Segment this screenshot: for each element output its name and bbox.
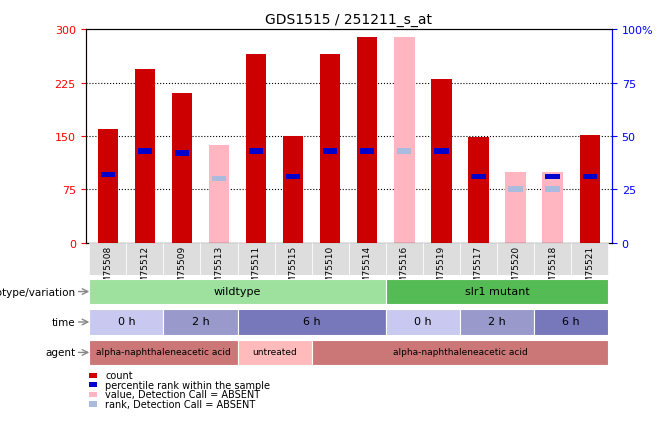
Bar	[471, 174, 486, 180]
Bar	[423, 243, 460, 276]
Bar	[89, 243, 126, 276]
Bar	[249, 149, 263, 155]
Text: GSM75519: GSM75519	[437, 246, 446, 295]
Text: percentile rank within the sample: percentile rank within the sample	[105, 380, 270, 390]
Bar	[238, 243, 274, 276]
Text: slr1 mutant: slr1 mutant	[465, 286, 530, 296]
Bar	[431, 80, 451, 243]
Text: GSM75512: GSM75512	[140, 246, 149, 295]
Bar	[212, 176, 226, 182]
Text: alpha-naphthaleneacetic acid: alpha-naphthaleneacetic acid	[393, 348, 527, 357]
Bar	[101, 172, 115, 178]
Text: value, Detection Call = ABSENT: value, Detection Call = ABSENT	[105, 390, 261, 399]
Bar	[97, 130, 118, 243]
Bar	[201, 243, 238, 276]
Bar	[172, 94, 192, 243]
Text: 6 h: 6 h	[563, 317, 580, 327]
Text: GSM75510: GSM75510	[326, 246, 335, 295]
Text: GSM75513: GSM75513	[215, 246, 224, 295]
Text: 2 h: 2 h	[191, 317, 209, 327]
Bar	[349, 243, 386, 276]
Text: agent: agent	[45, 348, 76, 358]
Bar	[394, 37, 415, 243]
Bar	[582, 174, 597, 180]
Bar	[534, 309, 608, 335]
Bar	[274, 243, 312, 276]
Bar	[460, 309, 534, 335]
Bar	[505, 172, 526, 243]
Bar	[360, 149, 374, 155]
Text: genotype/variation: genotype/variation	[0, 287, 76, 297]
Text: alpha-naphthaleneacetic acid: alpha-naphthaleneacetic acid	[96, 348, 231, 357]
Bar	[283, 137, 303, 243]
Bar	[386, 243, 423, 276]
Bar	[434, 149, 449, 155]
Bar	[534, 243, 571, 276]
Bar	[135, 69, 155, 243]
Bar	[571, 243, 608, 276]
Bar	[163, 309, 238, 335]
Text: GSM75511: GSM75511	[251, 246, 261, 295]
Bar	[542, 172, 563, 243]
Bar	[209, 145, 229, 243]
Bar	[497, 243, 534, 276]
Text: GSM75514: GSM75514	[363, 246, 372, 295]
Bar	[545, 187, 560, 193]
Text: 6 h: 6 h	[303, 317, 320, 327]
Bar	[312, 243, 349, 276]
Text: GSM75516: GSM75516	[400, 246, 409, 295]
Bar	[126, 243, 163, 276]
Text: untreated: untreated	[252, 348, 297, 357]
Text: rank, Detection Call = ABSENT: rank, Detection Call = ABSENT	[105, 399, 255, 409]
Bar	[163, 243, 201, 276]
Text: GSM75515: GSM75515	[289, 246, 297, 295]
Text: GSM75518: GSM75518	[548, 246, 557, 295]
Text: time: time	[52, 317, 76, 327]
Text: 2 h: 2 h	[488, 317, 506, 327]
Bar	[386, 309, 460, 335]
Text: 0 h: 0 h	[118, 317, 135, 327]
Bar	[545, 174, 560, 180]
Bar	[323, 149, 338, 155]
Text: wildtype: wildtype	[214, 286, 261, 296]
Text: GSM75508: GSM75508	[103, 246, 113, 295]
Bar	[238, 309, 386, 335]
Bar	[138, 149, 152, 155]
Bar	[460, 243, 497, 276]
Bar	[89, 309, 163, 335]
Bar	[386, 279, 608, 305]
Text: count: count	[105, 371, 133, 380]
Bar	[468, 138, 489, 243]
Bar	[89, 340, 238, 365]
Text: 0 h: 0 h	[414, 317, 432, 327]
Bar	[175, 151, 189, 157]
Text: GSM75509: GSM75509	[178, 246, 186, 295]
Text: GSM75517: GSM75517	[474, 246, 483, 295]
Bar	[509, 187, 522, 193]
Bar	[320, 55, 340, 243]
Bar	[238, 340, 312, 365]
Bar	[89, 279, 386, 305]
Text: GSM75520: GSM75520	[511, 246, 520, 295]
Bar	[246, 55, 266, 243]
Title: GDS1515 / 251211_s_at: GDS1515 / 251211_s_at	[265, 13, 432, 26]
Bar	[357, 37, 378, 243]
Bar	[312, 340, 608, 365]
Bar	[286, 174, 300, 180]
Bar	[580, 135, 600, 243]
Bar	[397, 149, 411, 155]
Text: GSM75521: GSM75521	[585, 246, 594, 295]
